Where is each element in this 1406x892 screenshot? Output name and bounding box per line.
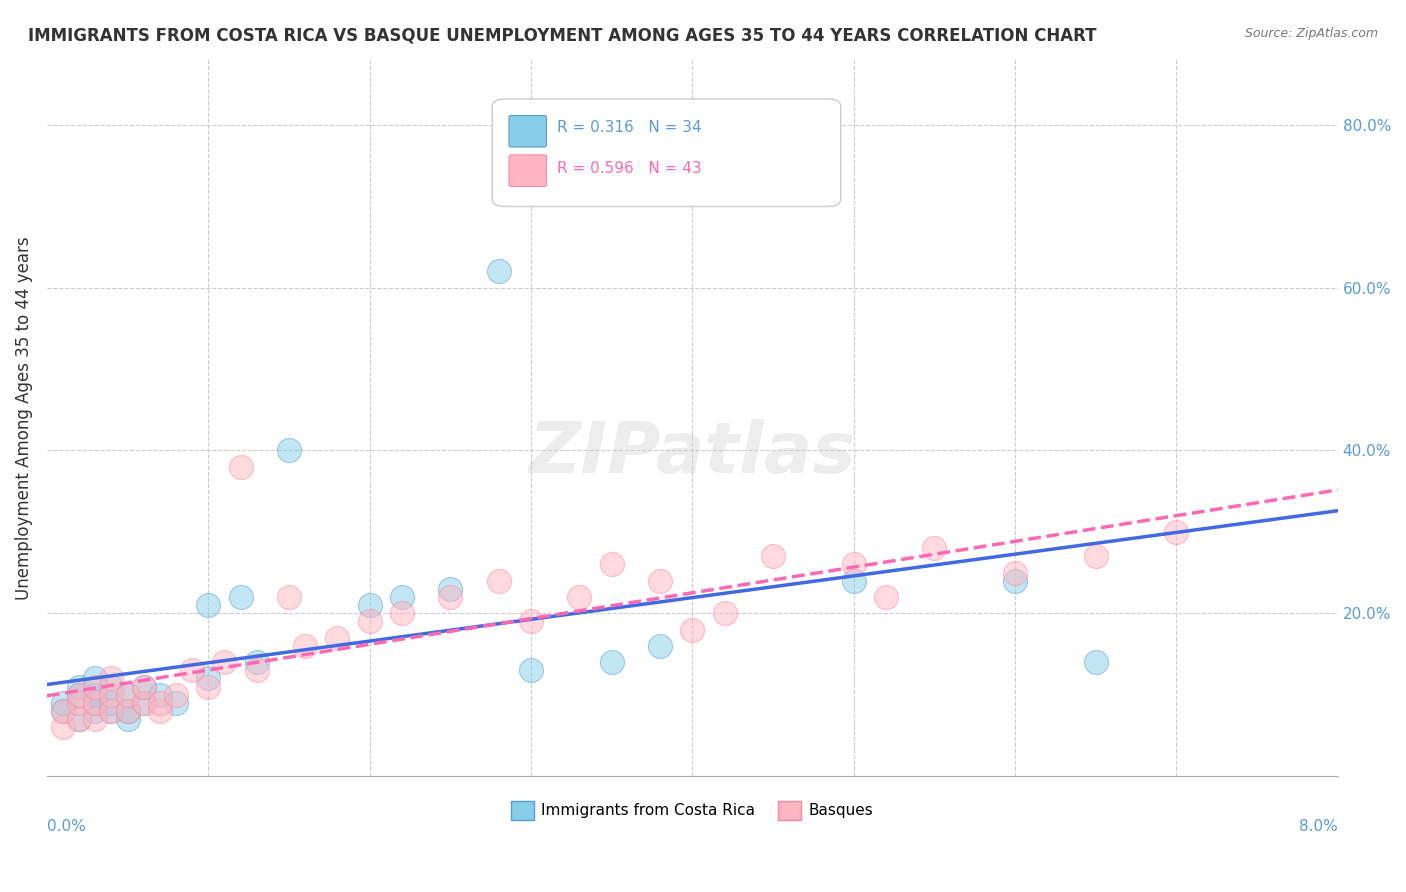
Point: [197, 680, 219, 694]
Point: [842, 574, 865, 588]
Point: [600, 558, 623, 572]
Point: [762, 549, 785, 564]
Point: [100, 688, 122, 702]
Point: [84, 688, 107, 702]
Point: [875, 590, 897, 604]
Point: [100, 672, 122, 686]
Point: [84, 696, 107, 710]
Point: [84, 696, 107, 710]
Point: [391, 590, 413, 604]
Point: [52, 720, 75, 734]
Point: [294, 639, 316, 653]
Point: [488, 574, 510, 588]
Point: [359, 598, 381, 612]
Point: [149, 696, 172, 710]
Point: [117, 712, 139, 726]
Point: [100, 696, 122, 710]
Point: [67, 712, 90, 726]
Legend: Immigrants from Costa Rica, Basques: Immigrants from Costa Rica, Basques: [505, 795, 880, 826]
Point: [132, 680, 155, 694]
Point: [67, 688, 90, 702]
Point: [117, 688, 139, 702]
Point: [67, 680, 90, 694]
Point: [100, 680, 122, 694]
Point: [84, 704, 107, 718]
Point: [681, 623, 703, 637]
Text: 8.0%: 8.0%: [1299, 819, 1337, 834]
Point: [84, 712, 107, 726]
Point: [100, 704, 122, 718]
Point: [52, 704, 75, 718]
Point: [197, 672, 219, 686]
Text: ZIPatlas: ZIPatlas: [529, 419, 856, 488]
Point: [100, 704, 122, 718]
Point: [1166, 524, 1188, 539]
Point: [922, 541, 945, 556]
Point: [359, 615, 381, 629]
Point: [842, 558, 865, 572]
Point: [648, 639, 671, 653]
Point: [117, 704, 139, 718]
Point: [229, 590, 252, 604]
Text: IMMIGRANTS FROM COSTA RICA VS BASQUE UNEMPLOYMENT AMONG AGES 35 TO 44 YEARS CORR: IMMIGRANTS FROM COSTA RICA VS BASQUE UNE…: [28, 27, 1097, 45]
Point: [277, 590, 299, 604]
Point: [648, 574, 671, 588]
Point: [1004, 566, 1026, 580]
Point: [67, 688, 90, 702]
Point: [713, 607, 735, 621]
Point: [132, 696, 155, 710]
Text: 0.0%: 0.0%: [46, 819, 86, 834]
Point: [246, 655, 269, 669]
Point: [84, 680, 107, 694]
Point: [277, 443, 299, 458]
FancyBboxPatch shape: [509, 115, 547, 147]
Point: [197, 598, 219, 612]
Point: [132, 696, 155, 710]
Point: [67, 696, 90, 710]
Point: [165, 696, 187, 710]
Point: [391, 607, 413, 621]
Point: [488, 264, 510, 278]
Point: [132, 680, 155, 694]
Point: [229, 459, 252, 474]
Point: [520, 663, 543, 677]
Point: [1084, 655, 1107, 669]
Point: [1084, 549, 1107, 564]
FancyBboxPatch shape: [509, 155, 547, 186]
Point: [67, 712, 90, 726]
Point: [439, 590, 461, 604]
Point: [246, 663, 269, 677]
Point: [165, 688, 187, 702]
Text: R = 0.596   N = 43: R = 0.596 N = 43: [557, 161, 702, 176]
Point: [149, 688, 172, 702]
Point: [181, 663, 204, 677]
Point: [84, 672, 107, 686]
Point: [568, 590, 591, 604]
Point: [117, 704, 139, 718]
FancyBboxPatch shape: [492, 99, 841, 207]
Point: [1004, 574, 1026, 588]
Point: [52, 696, 75, 710]
Point: [117, 688, 139, 702]
Point: [326, 631, 349, 645]
Point: [214, 655, 236, 669]
Point: [52, 704, 75, 718]
Point: [520, 615, 543, 629]
Point: [149, 704, 172, 718]
Text: R = 0.316   N = 34: R = 0.316 N = 34: [557, 120, 702, 136]
Y-axis label: Unemployment Among Ages 35 to 44 years: Unemployment Among Ages 35 to 44 years: [15, 236, 32, 599]
Point: [439, 582, 461, 596]
Text: Source: ZipAtlas.com: Source: ZipAtlas.com: [1244, 27, 1378, 40]
Point: [600, 655, 623, 669]
